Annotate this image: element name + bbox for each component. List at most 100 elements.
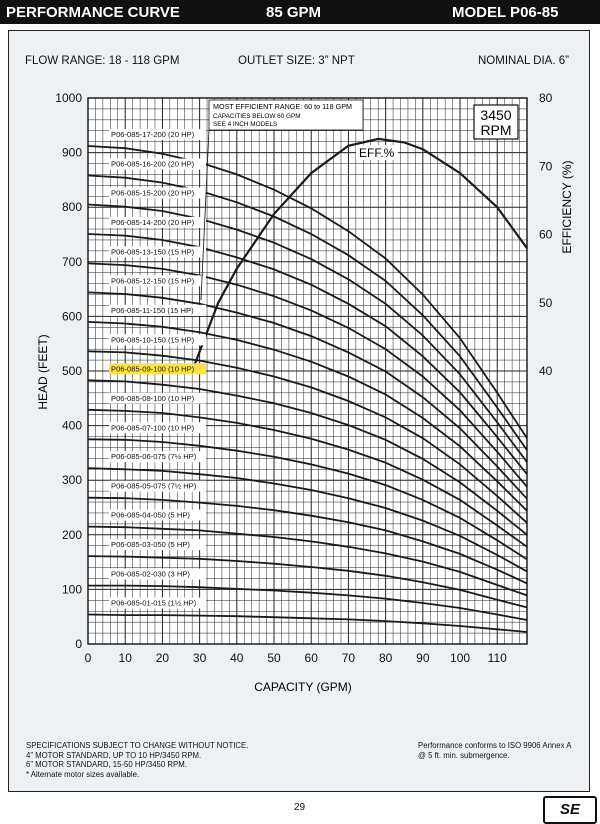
- header-model: MODEL P06-85: [452, 4, 559, 21]
- curve-label-highlight: [109, 363, 206, 375]
- curve-label: P06-085-11-150 (15 HP): [111, 306, 194, 315]
- curve-label-bg: [109, 422, 206, 434]
- head-curve: [87, 525, 528, 597]
- efficiency-curve: [191, 137, 528, 372]
- curve-label: P06-085-06-075 (7½ HP): [111, 452, 197, 461]
- y-tick-label: 1000: [55, 91, 82, 105]
- curve-label: P06-085-02-030 (3 HP): [111, 570, 190, 579]
- curve-label: P06-085-15-200 (20 HP): [111, 188, 195, 197]
- footer-motor-6in: 6” MOTOR STANDARD, 15-50 HP/3450 RPM.: [26, 760, 187, 769]
- footer-left: SPECIFICATIONS SUBJECT TO CHANGE WITHOUT…: [26, 741, 248, 779]
- y-tick-label: 900: [62, 146, 82, 160]
- y2-tick-label: 60: [539, 228, 553, 242]
- head-curve: [87, 555, 528, 609]
- footer-spec-notice: SPECIFICATIONS SUBJECT TO CHANGE WITHOUT…: [26, 741, 249, 750]
- eff-label-bg: [356, 145, 398, 160]
- y2-tick-label: 40: [539, 364, 553, 378]
- curve-labels: P06-085-17-200 (20 HP) P06-085-16-200 (20…: [109, 129, 206, 609]
- rpm-value: 3450: [480, 107, 511, 123]
- x-tick-label: 20: [156, 651, 170, 665]
- head-curve: [87, 408, 528, 548]
- y-tick-label: 600: [62, 309, 82, 323]
- curve-label: P06-085-12-150 (15 HP): [111, 276, 195, 285]
- y-tick-label: 0: [75, 637, 82, 651]
- head-curve: [87, 613, 528, 633]
- y-tick-label: 100: [62, 582, 82, 596]
- rpm-box: 3450 RPM: [473, 104, 519, 140]
- curve-label: P06-085-14-200 (20 HP): [111, 218, 195, 227]
- curve-label-bg: [109, 187, 206, 199]
- note-leader: [200, 129, 210, 301]
- footer-alt-motor: * Alternate motor sizes available.: [26, 769, 140, 779]
- footer-motor-4in: 4” MOTOR STANDARD, UP TO 10 HP/3450 RPM.: [26, 750, 202, 760]
- curve-label-bg: [109, 129, 206, 141]
- y2-tick-label: 80: [539, 91, 553, 105]
- curve-label-bg: [109, 568, 206, 580]
- note-line-3: SEE 4 INCH MODELS: [213, 121, 277, 128]
- x-tick-label: 10: [119, 651, 133, 665]
- eff-label-group: EFF.%: [356, 145, 398, 160]
- x-tick-label: 100: [450, 651, 470, 665]
- x-tick-label: 40: [230, 651, 244, 665]
- head-curve: [87, 233, 528, 475]
- axis-ticks: 0 10 20 30 40 50 60 70 80 90 100 110 0 100 200 300 400 50…: [55, 91, 552, 665]
- curve-label-bg: [109, 304, 206, 316]
- header-flow: 85 GPM: [266, 4, 322, 21]
- y2-tick-label: 70: [539, 159, 553, 173]
- header-bar: PERFORMANCE CURVE 85 GPM MODEL P06-85: [0, 0, 600, 24]
- y-tick-label: 700: [62, 255, 82, 269]
- curve-label: P06-085-01-015 (1½ HP): [111, 599, 197, 608]
- curve-label-bg: [109, 158, 206, 170]
- curve-label-bg: [109, 334, 206, 346]
- x-axis-label: CAPACITY (GPM): [254, 680, 352, 694]
- curve-label-bg: [109, 480, 206, 492]
- footer-right: Performance conforms to ISO 9906 Annex A…: [418, 741, 571, 760]
- curve-label: P06-085-17-200 (20 HP): [111, 130, 195, 139]
- curve-label: P06-085-10-150 (15 HP): [111, 335, 195, 344]
- curve-label-bg: [109, 246, 206, 258]
- head-curve: [87, 379, 528, 536]
- note-line-1: MOST EFFICIENT RANGE: 60 to 118 GPM: [213, 102, 352, 111]
- y-tick-label: 800: [62, 200, 82, 214]
- note-line-2: CAPACITIES BELOW 60 GPM: [213, 113, 301, 120]
- curve-label: P06-085-13-150 (15 HP): [111, 247, 195, 256]
- head-curve: [87, 145, 528, 439]
- rpm-unit: RPM: [480, 122, 511, 138]
- curve-label-bg: [109, 597, 206, 609]
- curve-label-bg: [109, 392, 206, 404]
- head-curve: [87, 321, 528, 512]
- curve-label-bg: [109, 509, 206, 521]
- curve-label-bg: [109, 275, 206, 287]
- curve-label: P06-085-03-050 (5 HP): [111, 540, 190, 549]
- curve-label: P06-085-09-100 (10 HP): [111, 364, 195, 373]
- x-tick-label: 50: [267, 651, 281, 665]
- x-tick-label: 60: [305, 651, 319, 665]
- company-logo: SE: [543, 796, 597, 824]
- x-tick-label: 90: [416, 651, 430, 665]
- curve-label: P06-085-04-050 (5 HP): [111, 511, 190, 520]
- x-tick-label: 0: [85, 651, 92, 665]
- pump-curves: [87, 137, 528, 633]
- y-tick-label: 400: [62, 419, 82, 433]
- x-tick-label: 110: [488, 651, 507, 665]
- y2-axis-label: EFFICIENCY (%): [560, 160, 574, 253]
- curve-label-bg: [109, 539, 206, 551]
- outlet-size: OUTLET SIZE: 3” NPT: [238, 55, 355, 67]
- footer-submergence: @ 5 ft. min. submergence.: [418, 750, 510, 760]
- y-tick-label: 500: [62, 364, 82, 378]
- head-curve: [88, 584, 528, 621]
- page-number: 29: [294, 802, 306, 813]
- head-curve: [87, 438, 528, 561]
- x-tick-label: 70: [342, 651, 356, 665]
- eff-label: EFF.%: [359, 146, 395, 160]
- curve-label: P06-085-05-075 (7½ HP): [111, 482, 197, 491]
- footer-iso: Performance conforms to ISO 9906 Annex A: [418, 741, 572, 750]
- head-curve: [87, 174, 528, 451]
- curve-label: P06-085-08-100 (10 HP): [111, 394, 195, 403]
- plot-border: [87, 97, 528, 645]
- head-curve: [87, 467, 528, 573]
- head-curve: [87, 350, 528, 524]
- y-tick-label: 300: [62, 473, 82, 487]
- curve-label-bg: [109, 451, 206, 463]
